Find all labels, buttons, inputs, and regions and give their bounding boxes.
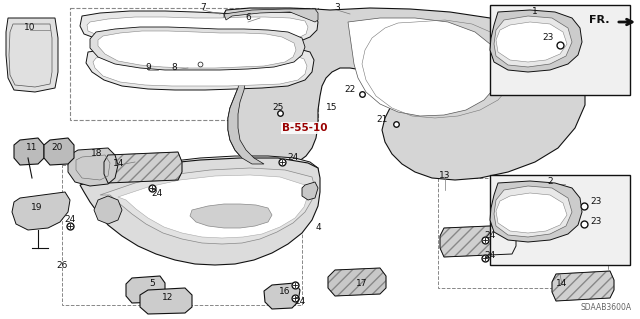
Text: 24: 24 — [65, 216, 76, 225]
Text: 17: 17 — [356, 278, 368, 287]
Polygon shape — [86, 47, 314, 90]
Text: 14: 14 — [113, 159, 125, 167]
Polygon shape — [80, 158, 320, 265]
Text: 24: 24 — [152, 189, 163, 197]
Text: 24: 24 — [294, 298, 306, 307]
Polygon shape — [90, 27, 305, 70]
Polygon shape — [95, 156, 318, 224]
Polygon shape — [104, 152, 182, 183]
Text: 5: 5 — [149, 278, 155, 287]
Text: 11: 11 — [26, 144, 38, 152]
Text: 2: 2 — [547, 177, 553, 187]
Polygon shape — [494, 186, 572, 237]
Polygon shape — [190, 204, 272, 228]
Text: 13: 13 — [439, 170, 451, 180]
Polygon shape — [224, 8, 585, 180]
Text: FR.: FR. — [589, 15, 610, 25]
Polygon shape — [348, 18, 502, 116]
Bar — [438, 178, 608, 288]
Polygon shape — [496, 22, 567, 62]
Polygon shape — [490, 181, 582, 242]
Text: 14: 14 — [556, 278, 568, 287]
Polygon shape — [100, 168, 315, 244]
Bar — [490, 5, 630, 95]
Text: 1: 1 — [532, 8, 538, 17]
Polygon shape — [94, 196, 122, 224]
Bar — [62, 165, 302, 305]
Polygon shape — [126, 276, 165, 303]
Text: 21: 21 — [376, 115, 388, 124]
Polygon shape — [68, 148, 118, 186]
Text: 7: 7 — [200, 4, 206, 12]
Polygon shape — [552, 271, 614, 301]
Text: 6: 6 — [245, 13, 251, 23]
Text: 10: 10 — [24, 24, 36, 33]
Polygon shape — [6, 18, 58, 92]
Text: 23: 23 — [542, 33, 554, 41]
Polygon shape — [44, 138, 74, 165]
Text: 23: 23 — [590, 218, 602, 226]
Polygon shape — [224, 14, 264, 164]
Bar — [490, 175, 630, 265]
Polygon shape — [302, 182, 318, 200]
Text: 22: 22 — [344, 85, 356, 94]
Text: 19: 19 — [31, 204, 43, 212]
Polygon shape — [118, 175, 308, 238]
Text: 9: 9 — [145, 63, 151, 72]
Text: SDAAB3600A: SDAAB3600A — [581, 303, 632, 312]
Text: 12: 12 — [163, 293, 173, 301]
Text: 24: 24 — [287, 153, 299, 162]
Text: 18: 18 — [92, 149, 103, 158]
Text: 3: 3 — [334, 4, 340, 12]
Polygon shape — [264, 283, 300, 309]
Polygon shape — [14, 138, 44, 165]
Text: 15: 15 — [326, 103, 338, 113]
Text: 26: 26 — [56, 261, 68, 270]
Polygon shape — [224, 9, 318, 22]
Text: 8: 8 — [171, 63, 177, 72]
Polygon shape — [490, 10, 582, 72]
Text: 4: 4 — [315, 224, 321, 233]
Polygon shape — [80, 11, 318, 46]
Text: 24: 24 — [484, 232, 495, 241]
Text: B-55-10: B-55-10 — [282, 123, 328, 133]
Polygon shape — [87, 17, 308, 42]
Polygon shape — [440, 225, 516, 257]
Polygon shape — [496, 193, 567, 233]
Text: 24: 24 — [484, 250, 495, 259]
Polygon shape — [494, 16, 572, 67]
Polygon shape — [328, 268, 386, 296]
Text: 16: 16 — [279, 286, 291, 295]
Text: 20: 20 — [51, 144, 63, 152]
Polygon shape — [93, 53, 307, 86]
Bar — [70, 8, 318, 120]
Polygon shape — [140, 288, 192, 314]
Polygon shape — [98, 31, 296, 68]
Text: 25: 25 — [272, 103, 284, 113]
Text: 23: 23 — [590, 197, 602, 206]
Polygon shape — [12, 192, 70, 230]
